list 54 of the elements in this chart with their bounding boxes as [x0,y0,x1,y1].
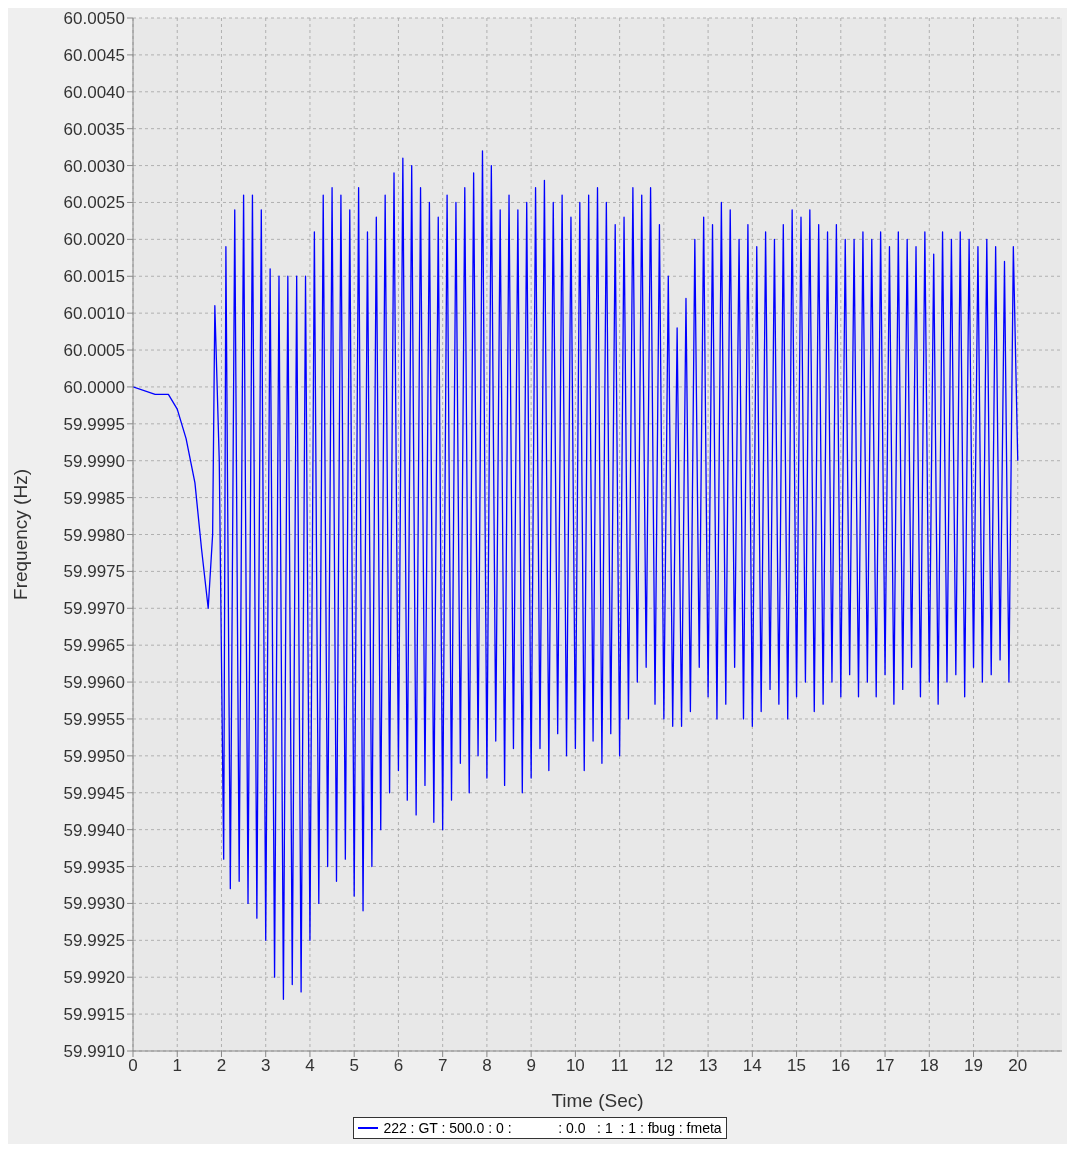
x-tick-label: 6 [393,1056,404,1076]
x-tick-label: 5 [349,1056,359,1076]
y-tick-label: 59.9955 [63,710,125,729]
x-tick-label: 7 [437,1056,448,1076]
y-tick-label: 59.9965 [63,636,125,656]
y-tick-label: 60.0005 [63,341,125,361]
x-tick-label: 19 [964,1056,983,1076]
y-tick-label: 60.0045 [63,45,125,65]
x-tick-label: 17 [875,1056,895,1076]
x-tick-label: 2 [216,1056,227,1076]
x-tick-label: 0 [128,1056,138,1076]
x-tick-label: 10 [565,1056,585,1076]
x-tick-label: 20 [1008,1056,1028,1076]
line-series [133,150,1019,1000]
x-tick-label: 12 [654,1056,674,1076]
legend-label: 222 : GT : 500.0 : 0 : : 0.0 : 1 : 1 : fbug : fmeta [382,1120,722,1136]
y-tick-label: 60.0020 [63,230,125,250]
y-tick-label: 59.9985 [63,488,125,508]
x-tick-label: 14 [742,1056,762,1076]
y-tick-label: 59.9995 [63,414,125,434]
y-tick-label: 60.0030 [63,156,125,176]
y-tick-label: 59.9925 [63,931,125,951]
y-tick-label: 59.9940 [63,820,125,840]
x-tick-label: 11 [610,1056,629,1076]
x-tick-label: 3 [260,1056,271,1076]
y-tick-label: 60.0025 [63,193,125,213]
y-axis-title: Frequency (Hz) [9,469,31,600]
x-tick-label: 16 [831,1056,851,1076]
y-tick-label: 59.9910 [63,1042,125,1062]
x-tick-label: 4 [305,1056,315,1076]
y-tick-label: 59.9950 [63,746,125,766]
x-tick-label: 13 [698,1056,718,1076]
x-tick-label: 8 [482,1056,492,1076]
y-tick-label: 59.9930 [63,894,125,914]
x-axis-title: Time (Sec) [551,1090,644,1111]
y-tick-label: 59.9980 [63,525,125,545]
y-tick-label: 59.9935 [63,857,125,877]
y-tick-label: 59.9990 [63,451,125,471]
y-tick-label: 60.0040 [63,82,125,102]
y-tick-label: 59.9915 [63,1005,125,1025]
y-tick-label: 59.9960 [63,673,125,693]
y-tick-label: 60.0035 [63,119,125,139]
y-tick-label: 59.9975 [63,562,125,582]
x-tick-label: 9 [526,1056,536,1076]
x-tick-label: 15 [787,1056,807,1076]
y-tick-label: 59.9970 [63,599,125,619]
y-tick-label: 60.0000 [63,377,125,397]
y-tick-label: 60.0010 [63,304,125,324]
x-tick-label: 1 [172,1056,182,1076]
x-tick-label: 18 [919,1056,939,1076]
y-tick-label: 59.9945 [63,783,125,803]
y-tick-label: 60.0050 [63,9,125,29]
y-tick-label: 59.9920 [63,968,125,988]
y-tick-label: 60.0015 [63,267,125,287]
